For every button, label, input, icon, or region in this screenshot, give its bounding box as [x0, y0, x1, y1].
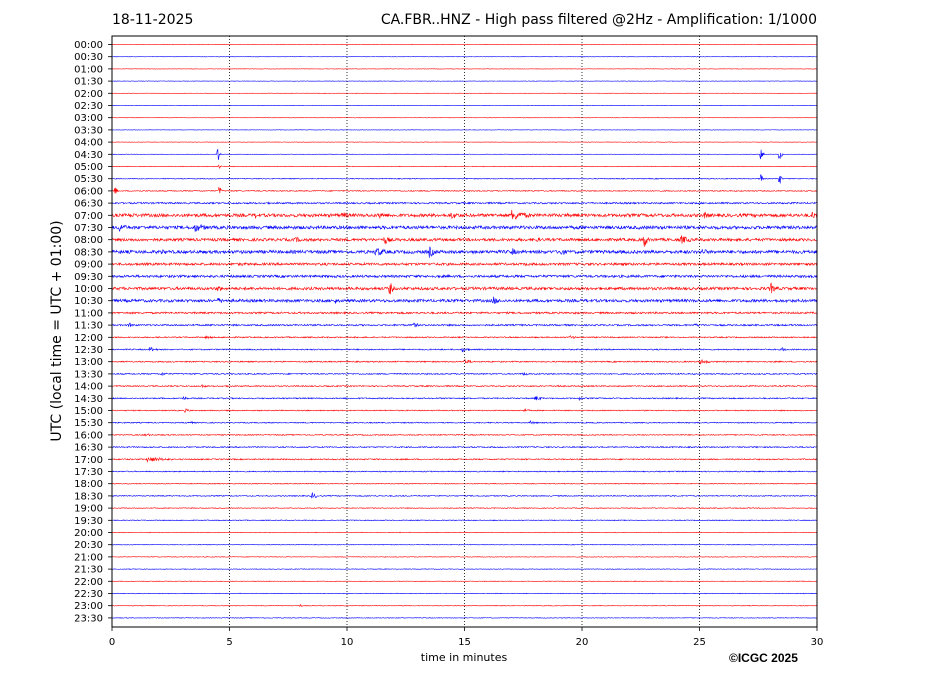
y-tick-label: 17:30: [74, 467, 103, 478]
y-tick-label: 06:30: [74, 199, 103, 210]
y-tick-label: 00:00: [74, 40, 103, 51]
copyright-credit: ©ICGC 2025: [729, 651, 798, 665]
trace-1400: [111, 383, 818, 389]
y-tick-label: 07:30: [74, 223, 103, 234]
trace-1930: [111, 519, 818, 522]
trace-1330: [111, 371, 818, 377]
y-tick-label: 10:00: [74, 284, 103, 295]
trace-2200: [111, 580, 818, 583]
y-tick-label: 05:00: [74, 162, 103, 173]
y-tick-label: 22:30: [74, 589, 103, 600]
trace-1130: [111, 322, 818, 328]
chart-date: 18-11-2025: [112, 12, 194, 28]
chart-title: CA.FBR..HNZ - High pass filtered @2Hz - …: [380, 12, 817, 28]
trace-2300: [111, 603, 818, 607]
y-tick-label: 06:00: [74, 186, 103, 197]
y-tick-label: 05:30: [74, 174, 103, 185]
x-tick-label: 30: [811, 637, 824, 648]
x-axis-ticks: 0 5 10 15 20 25 30: [109, 627, 824, 648]
trace-0530: [111, 174, 818, 184]
y-tick-label: 01:00: [74, 64, 103, 75]
y-tick-label: 20:30: [74, 540, 103, 551]
trace-1500: [111, 407, 818, 413]
y-tick-label: 02:00: [74, 89, 103, 100]
y-tick-label: 02:30: [74, 101, 103, 112]
trace-2100: [111, 556, 818, 558]
y-tick-label: 22:00: [74, 577, 103, 588]
trace-1530: [111, 419, 818, 425]
y-tick-label: 16:00: [74, 430, 103, 441]
y-tick-label: 13:30: [74, 369, 103, 380]
y-tick-label: 14:00: [74, 382, 103, 393]
x-tick-label: 5: [226, 637, 232, 648]
x-tick-label: 0: [109, 637, 115, 648]
y-tick-label: 23:30: [74, 613, 103, 624]
y-tick-label: 12:00: [74, 333, 103, 344]
y-tick-label: 04:30: [74, 150, 103, 161]
y-tick-label: 18:30: [74, 491, 103, 502]
y-tick-label: 07:00: [74, 211, 103, 222]
y-tick-label: 15:30: [74, 418, 103, 429]
y-tick-label: 00:30: [74, 52, 103, 63]
y-tick-label: 08:00: [74, 235, 103, 246]
trace-lines: [111, 43, 818, 619]
x-tick-label: 15: [458, 637, 471, 648]
y-tick-label: 03:00: [74, 113, 103, 124]
vertical-gridlines: [229, 36, 700, 627]
trace-2000: [111, 531, 818, 534]
x-axis-label: time in minutes: [420, 651, 508, 664]
trace-0630: [111, 201, 818, 205]
trace-2330: [111, 617, 818, 619]
plot-frame: [111, 35, 818, 628]
y-tick-label: 19:30: [74, 516, 103, 527]
x-tick-label: 25: [693, 637, 706, 648]
x-tick-label: 20: [576, 637, 589, 648]
y-tick-label: 15:00: [74, 406, 103, 417]
trace-0500: [111, 164, 818, 169]
y-tick-label: 23:00: [74, 601, 103, 612]
y-tick-label: 03:30: [74, 125, 103, 136]
y-tick-label: 11:00: [74, 308, 103, 319]
y-tick-label: 09:00: [74, 260, 103, 271]
y-tick-label: 10:30: [74, 296, 103, 307]
y-tick-label: 18:00: [74, 479, 103, 490]
trace-0700: [111, 209, 818, 220]
trace-1230: [111, 346, 818, 353]
y-tick-label: 01:30: [74, 77, 103, 88]
y-tick-label: 21:00: [74, 552, 103, 563]
y-tick-label: 17:00: [74, 455, 103, 466]
trace-2230: [111, 592, 818, 595]
y-tick-label: 09:30: [74, 272, 103, 283]
trace-1600: [111, 433, 818, 437]
trace-1430: [111, 396, 818, 402]
y-tick-label: 08:30: [74, 247, 103, 258]
trace-2130: [111, 568, 818, 570]
y-tick-label: 04:00: [74, 138, 103, 149]
y-tick-label: 20:00: [74, 528, 103, 539]
trace-2030: [111, 543, 818, 546]
y-tick-label: 19:00: [74, 504, 103, 515]
trace-0900: [111, 261, 818, 267]
y-tick-label: 12:30: [74, 345, 103, 356]
y-tick-label: 16:30: [74, 443, 103, 454]
y-tick-label: 21:30: [74, 565, 103, 576]
y-tick-label: 14:30: [74, 394, 103, 405]
y-tick-label: 13:00: [74, 357, 103, 368]
y-tick-label: 11:30: [74, 321, 103, 332]
x-tick-label: 10: [341, 637, 354, 648]
trace-0430: [111, 148, 818, 161]
trace-0600: [111, 187, 818, 194]
